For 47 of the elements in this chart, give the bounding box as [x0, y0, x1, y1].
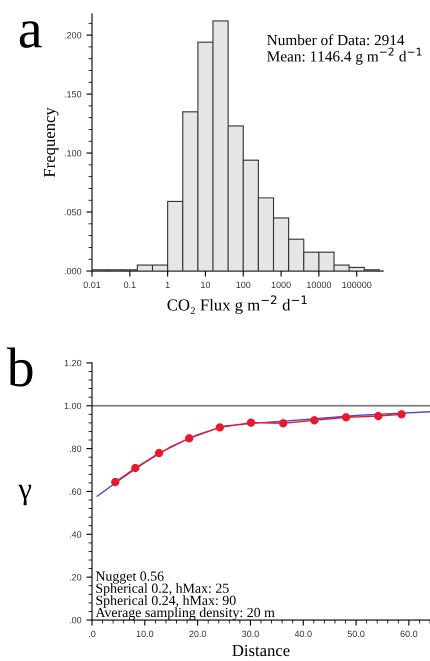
- x-tick-label: 20.0: [189, 630, 206, 638]
- y-tick-label: .00: [70, 616, 82, 624]
- y-tick-label: .150: [64, 91, 82, 98]
- y-tick-label: .20: [70, 574, 82, 581]
- point: [185, 434, 194, 442]
- point: [374, 412, 382, 420]
- x-tick-label: 10.0: [136, 630, 154, 638]
- y-tick-label: .200: [64, 32, 82, 38]
- x-tick-label: 0.01: [84, 282, 100, 288]
- point: [131, 464, 140, 472]
- x-tick-label: .0: [89, 630, 96, 638]
- x-tick-label: 10000: [307, 282, 332, 288]
- point: [279, 419, 288, 428]
- point: [246, 418, 256, 427]
- x-axis-title: Distance: [232, 644, 290, 656]
- y-tick-label: 1.20: [64, 360, 82, 366]
- line-series: [96, 411, 430, 497]
- y-axis-title: Frequency: [44, 107, 58, 178]
- x-tick-label: 50.0: [348, 630, 364, 638]
- x-tick-label: 60.0: [400, 630, 418, 638]
- y-tick-label: .80: [70, 446, 82, 452]
- chart-title: a: [20, 21, 42, 48]
- y-tick-label: 1.00: [64, 402, 82, 410]
- x-tick-label: 100000: [342, 282, 372, 288]
- y-tick-label: .60: [70, 488, 82, 495]
- chart-title: b: [6, 347, 32, 387]
- x-tick-label: 30.0: [242, 630, 259, 638]
- x-tick-label: 40.0: [294, 630, 312, 638]
- x-tick-label: 1000: [272, 282, 291, 288]
- point: [397, 410, 406, 418]
- point: [310, 416, 319, 424]
- x-tick-label: 0.1: [124, 282, 136, 288]
- annotation: Nugget 0.56 Spherical 0.2, hMax: 25 Spherical 0.24, hMax: 90 Average sampling density: 20 m: [96, 571, 275, 620]
- point: [216, 423, 224, 432]
- x-tick-label: 100: [236, 282, 250, 288]
- x-tick-label: 1: [166, 282, 170, 288]
- point: [342, 413, 350, 422]
- y-axis-title: γ: [18, 484, 32, 506]
- point: [111, 478, 120, 486]
- x-axis-title: CO₂ Flux g m$^{−2}$ d$^{−1}$: [168, 295, 307, 314]
- y-tick-label: .100: [64, 150, 82, 156]
- point: [154, 448, 164, 458]
- x-tick-label: 10: [201, 282, 210, 288]
- annotation: Number of Data: 2914 Mean: 1146.4 g m$^{−2}$ d$^{−1}$: [267, 34, 422, 65]
- y-tick-label: .000: [64, 268, 82, 274]
- y-tick-label: .050: [64, 209, 82, 216]
- y-tick-label: .40: [70, 531, 82, 538]
